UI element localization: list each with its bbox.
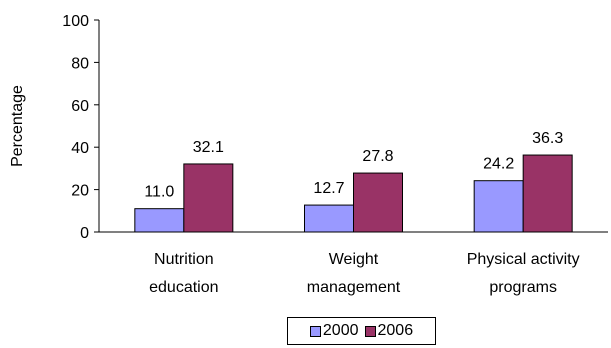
- y-tick-label: 0: [80, 225, 89, 242]
- data-label-2000-1: 12.7: [313, 180, 344, 197]
- bar-2006-2: [522, 154, 573, 233]
- data-label-2000-2: 24.2: [483, 156, 514, 173]
- data-label-2006-0: 32.1: [193, 139, 224, 156]
- y-tick-label: 20: [71, 183, 89, 200]
- legend-swatch-2000: [309, 325, 321, 337]
- category-label-0-line-0: Nutrition: [154, 251, 214, 268]
- category-label-2-line-0: Physical activity: [467, 251, 580, 268]
- legend-label-2000: 2000: [322, 322, 359, 339]
- category-label-2-line-1: programs: [489, 279, 557, 296]
- bar-2000-0: [134, 208, 185, 233]
- y-axis-label: Percentage: [9, 85, 26, 167]
- y-tick-label: 40: [71, 140, 89, 157]
- y-tick-label: 60: [71, 98, 89, 115]
- bar-2006-0: [183, 163, 234, 233]
- bar-2000-2: [473, 180, 524, 233]
- category-label-0-line-1: education: [149, 279, 218, 296]
- y-tick-label: 80: [71, 55, 89, 72]
- category-label-1-line-1: management: [307, 279, 401, 296]
- data-label-2000-0: 11.0: [144, 184, 174, 201]
- legend-swatch-2006: [364, 325, 376, 337]
- bar-2000-1: [304, 204, 354, 233]
- bar-2006-1: [353, 172, 403, 233]
- legend-item-2000: 2000: [309, 322, 359, 340]
- legend-label-2006: 2006: [377, 322, 414, 339]
- legend-item-2006: 2006: [364, 322, 414, 340]
- data-label-2006-1: 27.8: [362, 148, 393, 165]
- legend: 2000 2006: [287, 317, 436, 345]
- category-label-1-line-0: Weight: [329, 251, 379, 268]
- y-tick-label: 100: [62, 13, 89, 30]
- data-label-2006-2: 36.3: [532, 130, 563, 147]
